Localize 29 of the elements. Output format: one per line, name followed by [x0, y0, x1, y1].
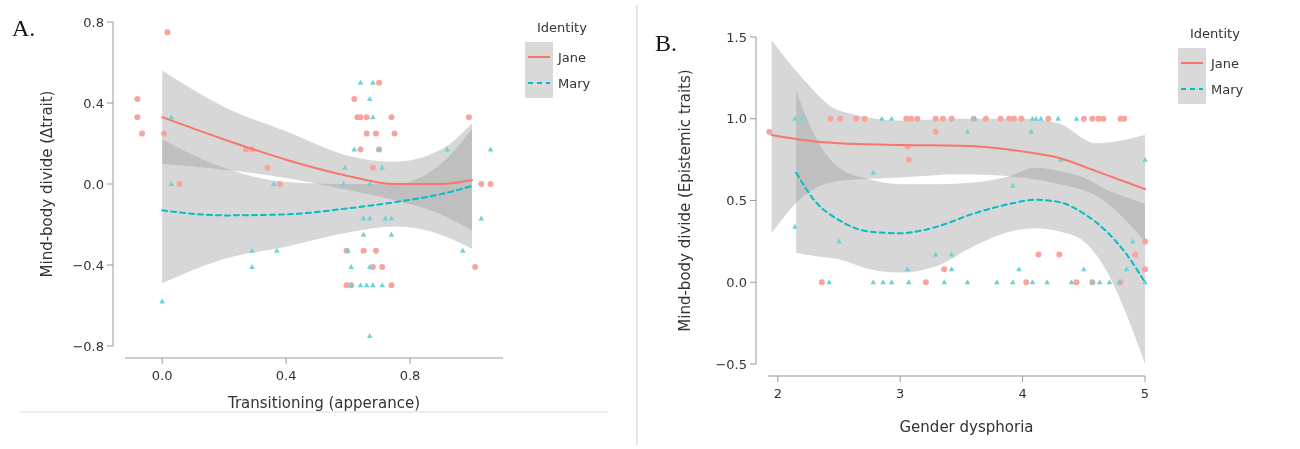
- legend-label: Mary: [558, 75, 591, 91]
- legend-label: Mary: [1211, 81, 1244, 97]
- y-tick-label: 0.0: [726, 274, 747, 290]
- x-axis-title: Gender dysphoria: [899, 418, 1034, 436]
- y-tick-label: −0.8: [72, 338, 104, 354]
- y-tick-label: 1.5: [726, 29, 747, 45]
- x-tick-label: 4: [1018, 386, 1027, 401]
- x-tick-label: 5: [1140, 386, 1150, 401]
- y-tick-label: 0.0: [83, 176, 104, 192]
- y-tick-label: 0.5: [726, 193, 747, 209]
- y-tick-label: −0.5: [715, 356, 747, 372]
- x-tick-label: 3: [896, 386, 905, 401]
- y-tick-label: −0.4: [72, 257, 104, 273]
- legend-label: Jane: [557, 49, 587, 65]
- y-axis-title: Mind-body divide (Δtrait): [38, 90, 56, 278]
- x-tick-label: 0.8: [399, 368, 421, 383]
- y-tick-label: 0.8: [83, 14, 104, 30]
- legend-label: Jane: [1210, 55, 1240, 71]
- x-tick-label: 0.0: [151, 368, 173, 383]
- x-tick-label: 0.4: [275, 368, 297, 383]
- legend-title: Identity: [537, 20, 588, 35]
- chart-title: B.: [655, 30, 678, 56]
- x-axis-title: Transitioning (apperance): [226, 394, 421, 412]
- y-tick-label: 1.0: [726, 111, 747, 127]
- legend-title: Identity: [1190, 26, 1241, 41]
- y-tick-label: 0.4: [83, 95, 104, 111]
- x-tick-label: 2: [773, 386, 782, 401]
- y-axis-title: Mind-body divide (Epistemic traits): [676, 69, 694, 332]
- chart-title: A.: [12, 15, 36, 41]
